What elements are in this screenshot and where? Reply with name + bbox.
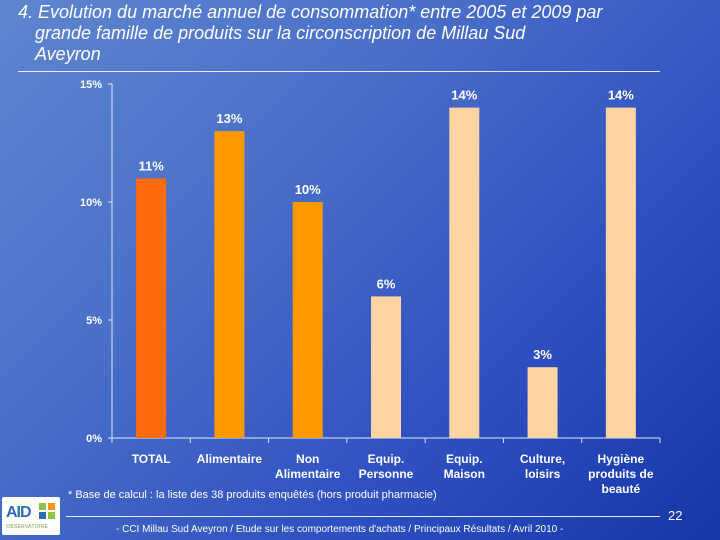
title-line-1: 4. Evolution du marché annuel de consomm… [18,2,603,22]
category-label-line: Alimentaire [275,467,341,481]
slide-title: 4. Evolution du marché annuel de consomm… [18,2,708,65]
bar [605,107,636,438]
category-label: Non Alimentaire [275,452,341,481]
category-label: Hygiène produits de beauté [588,452,654,496]
bar [136,178,167,438]
title-line-2: grande famille de produits sur la circon… [35,23,526,43]
bar [371,296,401,438]
category-label: Equip. Maison [444,452,485,481]
title-divider [18,71,660,72]
logo-mark-icon [39,503,55,519]
category-label-line: loisirs [525,467,561,481]
category-label-line: produits de [588,467,654,481]
bar [449,107,480,438]
category-label-line: Culture, [520,452,565,466]
footnote: * Base de calcul : la liste des 38 produ… [68,489,437,501]
y-tick-label: 0% [86,433,102,445]
y-tick-label: 10% [80,197,102,209]
y-tick-label: 15% [80,79,102,91]
category-label: Equip. Personne [359,452,414,481]
category-label-line: Maison [444,467,485,481]
data-label: 3% [533,347,552,362]
category-label: TOTAL [132,452,171,466]
category-label-line: Alimentaire [197,452,263,466]
footer-divider [66,516,660,517]
data-label: 13% [216,111,242,126]
category-label-line: Equip. [368,452,405,466]
title-line-3: Aveyron [35,44,101,64]
data-label: 11% [138,158,164,173]
logo-subtext: OBSERVATOIRE [6,524,49,530]
category-label-line: Personne [359,467,414,481]
footer-text: - CCI Millau Sud Aveyron / Etude sur les… [116,524,564,535]
category-label-line: TOTAL [132,452,171,466]
category-label: Culture, loisirs [520,452,565,481]
aid-logo: AID OBSERVATOIRE [2,497,60,535]
category-label-line: beauté [602,482,641,496]
data-label: 14% [608,88,634,103]
category-label-line: Equip. [446,452,483,466]
category-label: Alimentaire [197,452,263,466]
y-tick-label: 5% [86,315,102,327]
bar [214,131,245,438]
bar [527,367,558,438]
bar [292,202,323,438]
data-label: 6% [377,276,396,291]
logo-text: AID [6,504,32,521]
category-label-line: Non [296,452,319,466]
page-number: 22 [668,508,683,523]
category-label-line: Hygiène [598,452,645,466]
data-label: 14% [451,88,477,103]
data-label: 10% [295,182,321,197]
